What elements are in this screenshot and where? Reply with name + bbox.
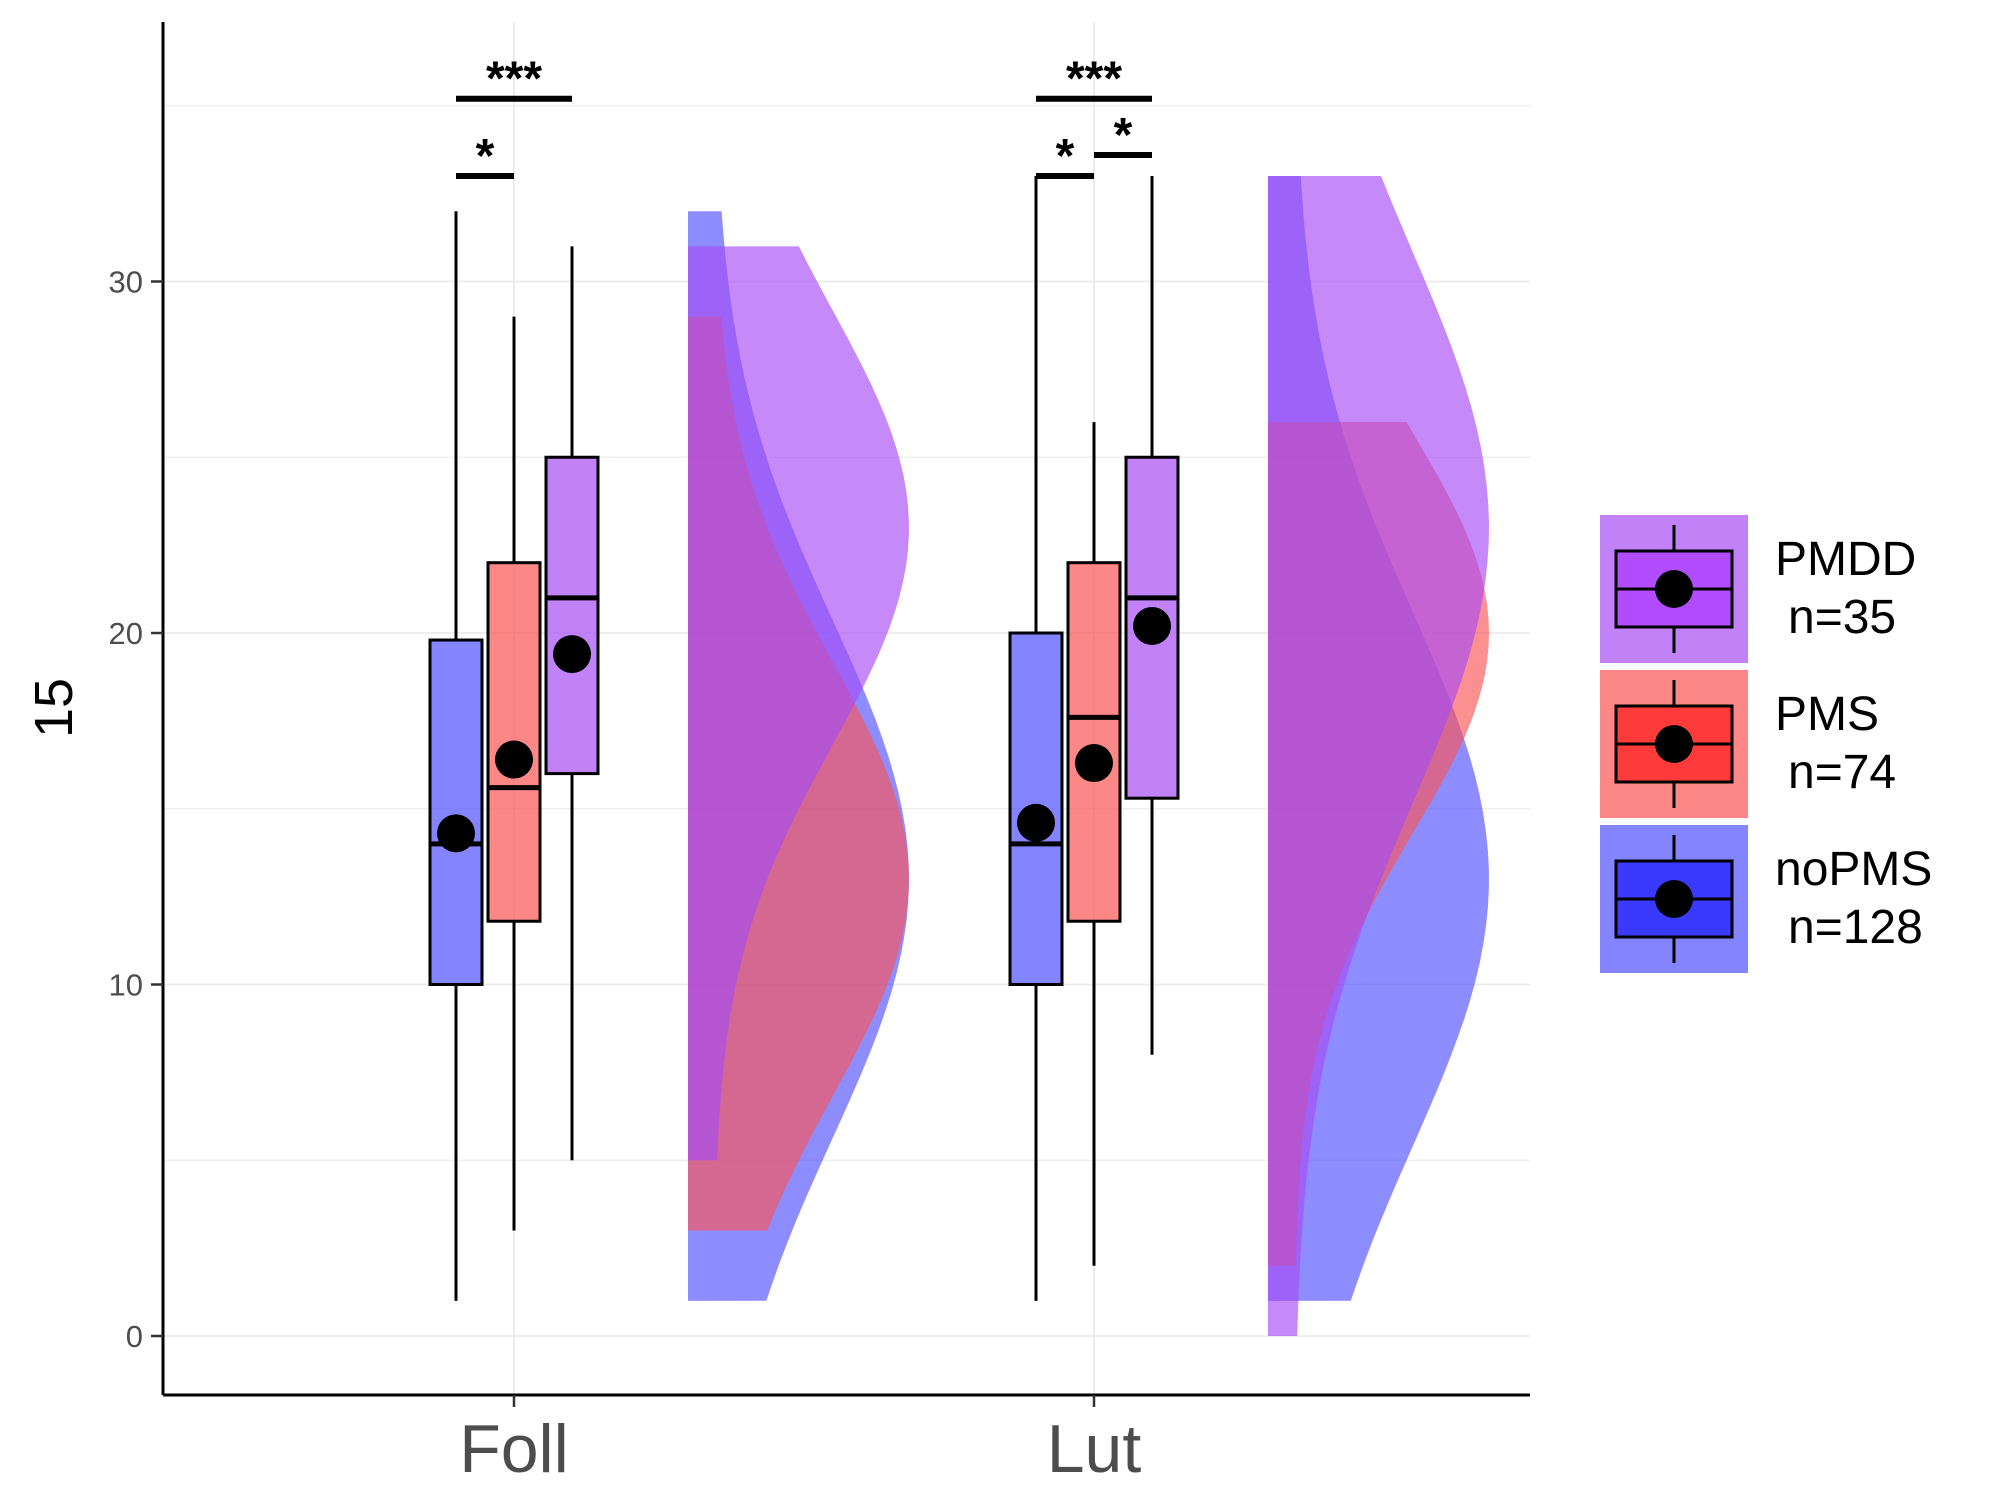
density-PMDD-Foll bbox=[688, 246, 909, 1161]
y-tick-label: 20 bbox=[109, 616, 143, 651]
legend-key-point-noPMS bbox=[1655, 880, 1693, 918]
legend-label-PMDD: PMDD bbox=[1775, 533, 1916, 586]
axes: 0 10 20 30 Foll Lut 15 bbox=[24, 22, 1530, 1487]
box-noPMS-Foll bbox=[428, 638, 484, 987]
mean-point-PMDD-Foll bbox=[553, 635, 591, 674]
mean-point-PMDD-Lut bbox=[1133, 606, 1171, 645]
legend-label-noPMS: noPMS bbox=[1775, 843, 1932, 896]
sig-label-Foll-1: * bbox=[476, 130, 495, 183]
box-plots bbox=[428, 176, 1180, 1301]
density-clouds bbox=[688, 176, 1489, 1336]
x-tick-label-Foll: Foll bbox=[459, 1411, 569, 1487]
mean-point-PMS-Foll bbox=[495, 740, 533, 779]
box-PMS-Lut bbox=[1066, 561, 1122, 923]
legend-key-point-PMS bbox=[1655, 725, 1693, 763]
legend-label-PMS: PMS bbox=[1775, 688, 1879, 741]
sig-label-Lut-2: *** bbox=[1066, 53, 1122, 106]
mean-point-noPMS-Lut bbox=[1017, 803, 1055, 842]
mean-point-PMS-Lut bbox=[1075, 744, 1113, 783]
box-PMDD-Foll bbox=[544, 455, 600, 776]
density-PMDD-Lut bbox=[1268, 176, 1489, 1336]
sig-label-Lut-3: * bbox=[1056, 130, 1075, 183]
mean-point-noPMS-Foll bbox=[437, 814, 475, 853]
legend-key-point-PMDD bbox=[1655, 570, 1693, 608]
y-tick-label: 10 bbox=[109, 968, 143, 1003]
x-tick-label-Lut: Lut bbox=[1047, 1411, 1142, 1487]
y-tick-label: 0 bbox=[126, 1319, 143, 1354]
legend-n-noPMS: n=128 bbox=[1788, 901, 1923, 954]
sig-label-Lut-4: * bbox=[1114, 109, 1133, 162]
y-axis-label: 15 bbox=[24, 678, 84, 738]
sig-label-Foll-0: *** bbox=[486, 53, 542, 106]
legend-n-PMDD: n=35 bbox=[1788, 591, 1896, 644]
y-tick-label: 30 bbox=[109, 265, 143, 300]
significance-brackets: ******** * bbox=[456, 53, 1152, 183]
legend-n-PMS: n=74 bbox=[1788, 746, 1896, 799]
